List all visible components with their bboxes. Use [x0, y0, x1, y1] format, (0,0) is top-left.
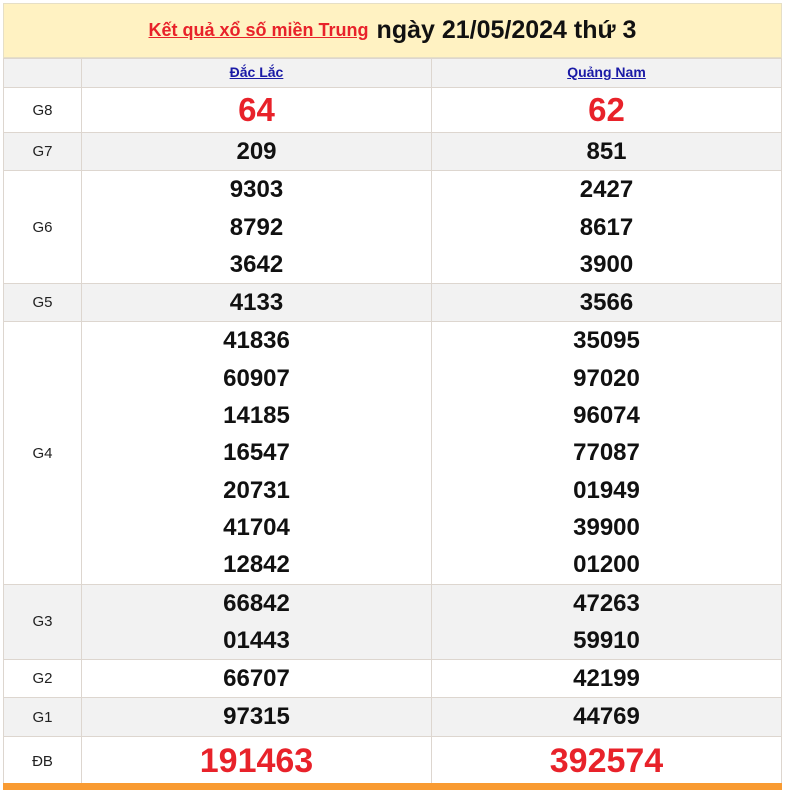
prize-number: 191463: [199, 741, 314, 780]
prize-number: 66842: [223, 589, 290, 617]
prize-number: 01200: [573, 551, 640, 579]
prize-number: 59910: [573, 626, 640, 654]
prize-label: G7: [3, 131, 82, 172]
prize-number: 62: [588, 91, 625, 128]
prize-cell: 9303 8792 3642: [81, 170, 432, 285]
prize-number: 4133: [229, 289, 284, 317]
prize-label: G8: [3, 87, 82, 133]
prize-number: 42199: [573, 665, 640, 693]
prize-number: 41704: [223, 513, 290, 541]
province-header-row: Đắc Lắc Quảng Nam: [3, 58, 782, 88]
prize-cell: 35095 97020 96074 77087 01949 39900 01200: [431, 321, 782, 585]
empty-header-cell: [3, 58, 82, 88]
prize-cell: 191463: [81, 735, 432, 787]
prize-row: G8 64 62: [3, 87, 782, 133]
region-results-link[interactable]: Kết quả xổ số miền Trung: [148, 20, 369, 40]
prize-number: 851: [586, 138, 627, 165]
prize-number: 60907: [223, 364, 290, 392]
prize-label: G2: [3, 659, 82, 699]
prize-row: G6 9303 8792 3642 2427 8617 3900: [3, 170, 782, 285]
prize-row: G5 4133 3566: [3, 283, 782, 323]
prize-number: 47263: [573, 589, 640, 617]
prize-cell: 41836 60907 14185 16547 20731 41704 12842: [81, 321, 432, 585]
province-header: Đắc Lắc: [81, 58, 432, 88]
prize-number: 16547: [223, 439, 290, 467]
prize-cell: 62: [431, 87, 782, 133]
prize-number: 3900: [579, 250, 634, 278]
prize-number: 77087: [573, 439, 640, 467]
prize-cell: 66842 01443: [81, 583, 432, 661]
prize-label: G6: [3, 170, 82, 285]
prize-number: 3642: [229, 250, 284, 278]
prize-number: 209: [236, 138, 277, 165]
prize-number: 20731: [223, 476, 290, 504]
prize-number: 96074: [573, 402, 640, 430]
prize-cell: 3566: [431, 283, 782, 323]
prize-row: G7 209 851: [3, 131, 782, 172]
prize-number: 97315: [223, 703, 290, 731]
prize-label: G4: [3, 321, 82, 585]
province-link-dac-lac[interactable]: Đắc Lắc: [229, 64, 284, 80]
prize-cell: 64: [81, 87, 432, 133]
prize-cell: 66707: [81, 659, 432, 699]
prize-number: 14185: [223, 402, 290, 430]
prize-cell: 4133: [81, 283, 432, 323]
prize-number: 8792: [229, 213, 284, 241]
prize-label: G1: [3, 697, 82, 737]
prize-cell: 42199: [431, 659, 782, 699]
prize-number: 01949: [573, 476, 640, 504]
prize-cell: 44769: [431, 697, 782, 737]
prize-cell: 209: [81, 131, 432, 172]
prize-number: 66707: [223, 665, 290, 693]
prize-label: G5: [3, 283, 82, 323]
footer-accent-bar: [3, 783, 782, 790]
prize-cell: 2427 8617 3900: [431, 170, 782, 285]
prize-number: 3566: [579, 289, 634, 317]
results-panel: Kết quả xổ số miền Trung ngày 21/05/2024…: [3, 3, 782, 787]
prize-number: 39900: [573, 513, 640, 541]
prize-number: 2427: [579, 176, 634, 204]
prize-row: ĐB 191463 392574: [3, 735, 782, 787]
prize-row: G2 66707 42199: [3, 659, 782, 699]
prize-row: G3 66842 01443 47263 59910: [3, 583, 782, 661]
prize-number: 12842: [223, 551, 290, 579]
prize-number: 392574: [549, 741, 664, 780]
province-link-quang-nam[interactable]: Quảng Nam: [567, 64, 646, 80]
prize-number: 35095: [573, 327, 640, 355]
prize-row: G4 41836 60907 14185 16547 20731 41704 12842 350…: [3, 321, 782, 585]
prize-number: 41836: [223, 327, 290, 355]
prize-row: G1 97315 44769: [3, 697, 782, 737]
prize-cell: 851: [431, 131, 782, 172]
results-date: ngày 21/05/2024 thứ 3: [376, 16, 637, 44]
prize-cell: 392574: [431, 735, 782, 787]
prize-number: 8617: [579, 213, 634, 241]
prize-label: G3: [3, 583, 82, 661]
results-table: Đắc Lắc Quảng Nam G8 64 62 G7 209 851 G6 9303 87…: [3, 58, 782, 787]
prize-number: 64: [238, 91, 275, 128]
province-header: Quảng Nam: [431, 58, 782, 88]
prize-cell: 97315: [81, 697, 432, 737]
prize-number: 97020: [573, 364, 640, 392]
prize-number: 01443: [223, 626, 290, 654]
prize-number: 9303: [229, 176, 284, 204]
prize-label: ĐB: [3, 735, 82, 787]
results-title: Kết quả xổ số miền Trung ngày 21/05/2024…: [3, 3, 782, 58]
prize-number: 44769: [573, 703, 640, 731]
prize-cell: 47263 59910: [431, 583, 782, 661]
